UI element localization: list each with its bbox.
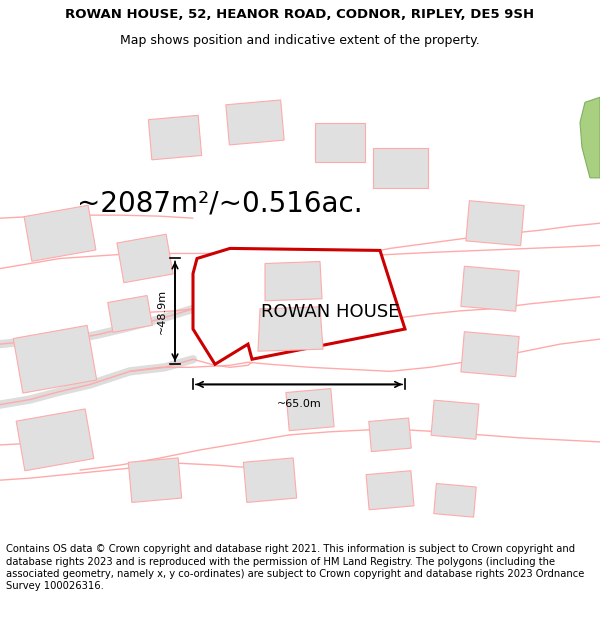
Polygon shape xyxy=(321,258,369,299)
Polygon shape xyxy=(193,248,405,364)
Text: ~48.9m: ~48.9m xyxy=(157,289,167,334)
Polygon shape xyxy=(265,261,322,301)
Polygon shape xyxy=(117,234,173,282)
Text: ~65.0m: ~65.0m xyxy=(277,399,322,409)
Polygon shape xyxy=(373,148,427,188)
Polygon shape xyxy=(466,201,524,246)
Text: ROWAN HOUSE, 52, HEANOR ROAD, CODNOR, RIPLEY, DE5 9SH: ROWAN HOUSE, 52, HEANOR ROAD, CODNOR, RI… xyxy=(65,8,535,21)
Polygon shape xyxy=(128,458,182,503)
Text: Contains OS data © Crown copyright and database right 2021. This information is : Contains OS data © Crown copyright and d… xyxy=(6,544,584,591)
Polygon shape xyxy=(244,458,296,503)
Text: Map shows position and indicative extent of the property.: Map shows position and indicative extent… xyxy=(120,34,480,47)
Polygon shape xyxy=(315,124,365,162)
Polygon shape xyxy=(296,299,344,339)
Polygon shape xyxy=(13,326,97,393)
Polygon shape xyxy=(431,400,479,439)
Text: ROWAN HOUSE: ROWAN HOUSE xyxy=(261,303,399,321)
Polygon shape xyxy=(369,418,411,452)
Polygon shape xyxy=(580,98,600,178)
Polygon shape xyxy=(16,409,94,471)
Polygon shape xyxy=(434,484,476,517)
Polygon shape xyxy=(148,115,202,160)
Polygon shape xyxy=(286,389,334,431)
Polygon shape xyxy=(258,307,323,351)
Text: ~2087m²/~0.516ac.: ~2087m²/~0.516ac. xyxy=(77,189,363,217)
Polygon shape xyxy=(107,296,152,333)
Polygon shape xyxy=(24,205,96,261)
Polygon shape xyxy=(226,100,284,145)
Polygon shape xyxy=(461,332,519,377)
Polygon shape xyxy=(461,266,519,311)
Polygon shape xyxy=(366,471,414,510)
